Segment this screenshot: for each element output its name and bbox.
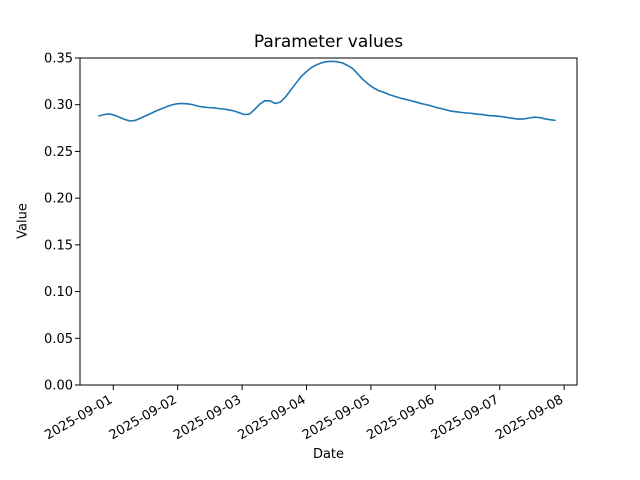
x-tick-label: 2025-09-04 — [236, 392, 309, 443]
y-tick-label: 0.05 — [44, 332, 73, 347]
x-tick-label: 2025-09-02 — [107, 392, 180, 443]
x-tick-label: 2025-09-07 — [429, 392, 502, 443]
y-tick-label: 0.15 — [44, 238, 73, 253]
y-tick-label: 0.10 — [44, 285, 73, 300]
x-tick-label: 2025-09-05 — [300, 392, 373, 443]
x-tick-label: 2025-09-08 — [493, 392, 566, 443]
x-axis-label: Date — [312, 447, 345, 462]
y-tick-label: 0.35 — [44, 52, 73, 67]
chart-title: Parameter values — [253, 32, 404, 52]
plot-border — [79, 57, 578, 386]
y-tick-label: 0.30 — [44, 98, 73, 113]
y-tick-label: 0.00 — [44, 379, 73, 394]
x-tick-label: 2025-09-01 — [42, 392, 115, 443]
y-tick-label: 0.20 — [44, 192, 73, 207]
data-line-series — [98, 60, 556, 122]
x-tick-label: 2025-09-03 — [171, 392, 244, 443]
y-tick-label: 0.25 — [44, 145, 73, 160]
y-axis-label: Value — [15, 203, 31, 239]
x-tick-label: 2025-09-06 — [364, 392, 437, 443]
